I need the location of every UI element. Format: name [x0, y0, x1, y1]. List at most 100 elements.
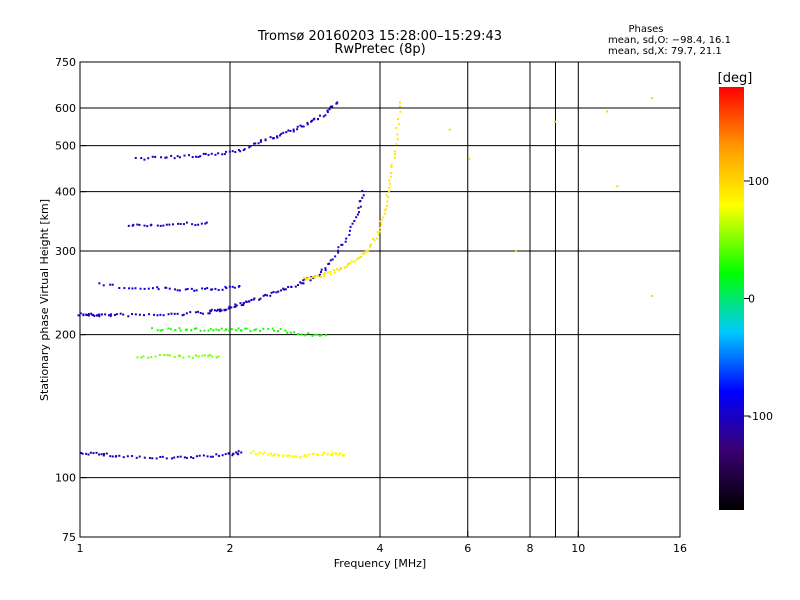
data-point — [194, 311, 197, 314]
data-point — [293, 455, 296, 458]
data-point — [159, 329, 162, 332]
data-point — [162, 314, 165, 317]
data-point — [345, 237, 348, 240]
data-point — [188, 355, 191, 358]
data-point — [200, 222, 203, 225]
data-point — [339, 266, 342, 269]
data-point — [387, 195, 390, 198]
data-point — [259, 297, 262, 300]
data-point — [328, 262, 331, 265]
data-point — [254, 453, 257, 456]
y-tick-label: 300 — [55, 245, 76, 258]
data-point — [110, 313, 113, 316]
data-point — [273, 329, 276, 332]
data-point — [87, 453, 90, 456]
data-point — [237, 149, 240, 152]
data-point — [255, 328, 258, 331]
data-point — [227, 307, 230, 310]
colorbar-tick-label: -100 — [748, 410, 773, 423]
data-point — [168, 354, 171, 357]
data-point — [205, 221, 208, 224]
colorbar-tick-label: 0 — [748, 293, 755, 306]
data-point — [234, 303, 237, 306]
data-point — [334, 255, 337, 258]
data-point — [170, 154, 173, 157]
data-point — [153, 313, 156, 316]
data-point — [143, 456, 146, 459]
data-point — [138, 313, 141, 316]
data-point — [87, 314, 90, 317]
data-point — [143, 224, 146, 227]
data-point — [134, 287, 137, 290]
data-point — [257, 142, 260, 145]
data-point — [319, 275, 322, 278]
data-point — [325, 334, 328, 337]
data-point — [304, 454, 307, 457]
data-point — [143, 287, 146, 290]
data-point — [176, 455, 179, 458]
data-point — [146, 225, 149, 228]
data-point — [313, 276, 316, 279]
data-point — [393, 150, 396, 153]
data-point — [361, 252, 364, 255]
data-point — [156, 224, 159, 227]
data-point — [259, 140, 262, 143]
data-point — [185, 328, 188, 331]
data-point — [98, 282, 101, 285]
data-point — [215, 453, 218, 456]
data-point — [197, 310, 200, 313]
data-point — [328, 108, 331, 111]
colorbar: [deg] 100 0 -100 — [718, 71, 773, 510]
data-point — [287, 129, 290, 132]
data-point — [300, 282, 303, 285]
data-point — [181, 314, 184, 317]
data-point — [206, 287, 209, 290]
data-point — [154, 355, 157, 358]
data-point — [253, 328, 256, 331]
data-point — [191, 356, 194, 359]
data-point — [143, 158, 146, 161]
data-point — [262, 294, 265, 297]
data-point — [389, 175, 392, 178]
data-point — [297, 333, 300, 336]
data-point — [349, 225, 352, 228]
data-point — [282, 131, 285, 134]
data-point — [379, 220, 382, 223]
data-point — [348, 233, 351, 236]
data-point — [514, 250, 517, 253]
data-point — [249, 452, 252, 455]
y-tick-label: 400 — [55, 186, 76, 199]
data-point — [109, 315, 112, 318]
data-point — [306, 123, 309, 126]
data-point — [195, 289, 198, 292]
data-point — [148, 456, 151, 459]
data-point — [397, 117, 400, 120]
data-point — [122, 456, 125, 459]
y-tick-label: 200 — [55, 329, 76, 342]
data-point — [616, 185, 619, 188]
data-point — [301, 125, 304, 128]
data-point — [245, 300, 248, 303]
data-point — [159, 224, 162, 227]
data-point — [287, 286, 290, 289]
data-point — [240, 451, 243, 454]
data-point — [201, 354, 204, 357]
data-point — [278, 134, 281, 137]
data-point — [177, 354, 180, 357]
data-point — [554, 120, 557, 123]
data-point — [269, 452, 272, 455]
data-point — [395, 127, 398, 130]
data-point — [228, 150, 231, 153]
grid — [80, 62, 680, 537]
data-point — [262, 327, 265, 330]
data-point — [150, 223, 153, 226]
data-point — [150, 356, 153, 359]
data-point — [85, 452, 88, 455]
data-point — [176, 289, 179, 292]
data-point — [176, 312, 179, 315]
data-point — [323, 272, 326, 275]
data-point — [326, 453, 329, 456]
data-point — [337, 246, 340, 249]
data-point — [320, 268, 323, 271]
series-6 — [98, 282, 241, 292]
